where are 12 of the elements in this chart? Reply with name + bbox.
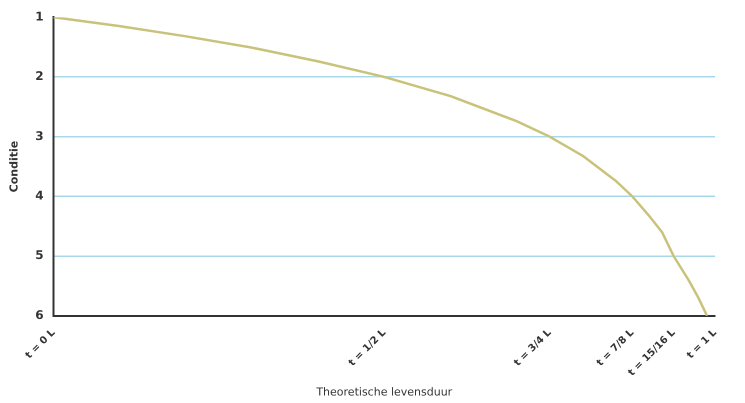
y-axis-title: Conditie bbox=[7, 140, 20, 192]
x-tick-label: t = 1 L bbox=[685, 326, 720, 362]
y-tick-label: 6 bbox=[35, 308, 44, 322]
y-tick-label: 3 bbox=[35, 128, 44, 143]
y-tick-label: 4 bbox=[35, 188, 44, 203]
x-tick-label: t = 1/2 L bbox=[346, 326, 389, 369]
y-tick-label: 1 bbox=[35, 9, 44, 24]
x-tick-label: t = 0 L bbox=[24, 326, 58, 362]
x-axis-title: Theoretische levensduur bbox=[315, 385, 453, 398]
y-tick-label: 5 bbox=[35, 248, 44, 262]
y-tick-label: 2 bbox=[35, 69, 44, 84]
x-tick-label: t = 3/4 L bbox=[512, 326, 554, 369]
